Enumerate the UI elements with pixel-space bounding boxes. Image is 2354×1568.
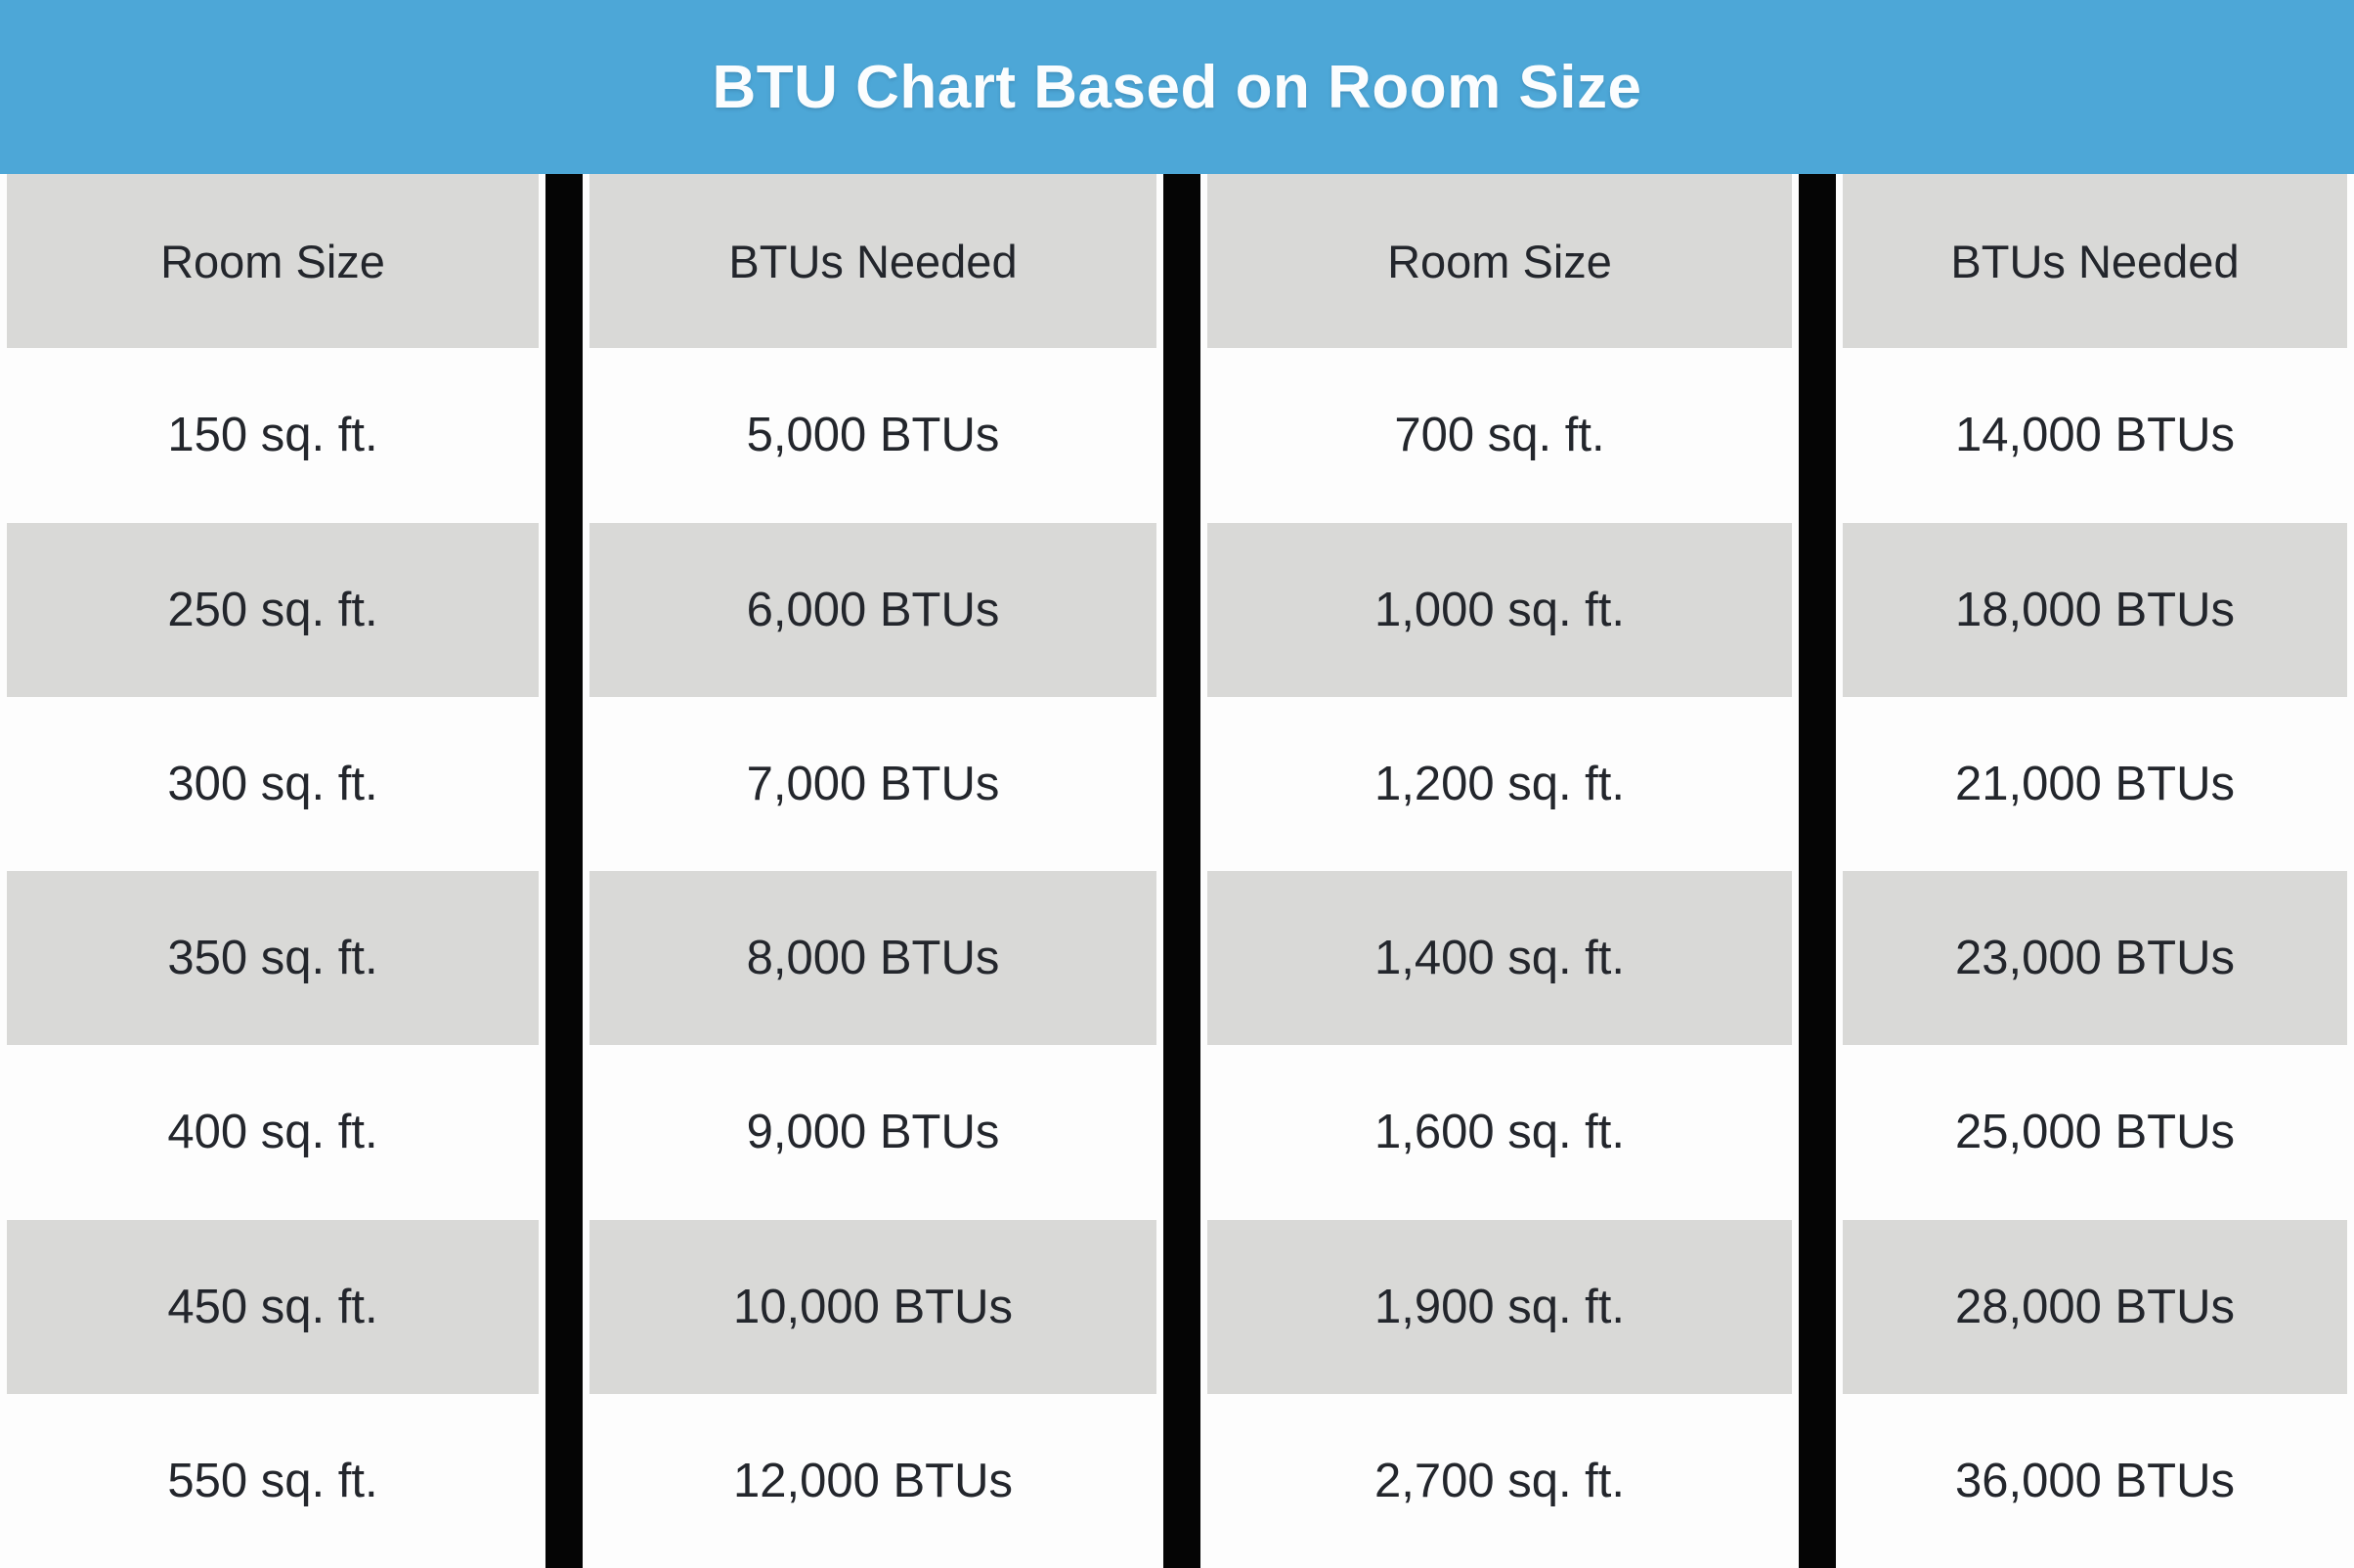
- page-title: BTU Chart Based on Room Size: [712, 53, 1642, 121]
- column-room-size-left: Room Size 150 sq. ft. 250 sq. ft. 300 sq…: [0, 174, 545, 1568]
- column-header: Room Size: [0, 174, 545, 349]
- column-header: BTUs Needed: [583, 174, 1163, 349]
- column-room-size-right: Room Size 700 sq. ft. 1,000 sq. ft. 1,20…: [1200, 174, 1799, 1568]
- table-cell: 6,000 BTUs: [583, 522, 1163, 697]
- table-cell: 1,900 sq. ft.: [1200, 1219, 1799, 1394]
- table-cell: 150 sq. ft.: [0, 348, 545, 523]
- table-cell: 400 sq. ft.: [0, 1045, 545, 1220]
- btu-table: Room Size 150 sq. ft. 250 sq. ft. 300 sq…: [0, 174, 2354, 1568]
- table-cell: 350 sq. ft.: [0, 871, 545, 1046]
- column-btus-needed-right: BTUs Needed 14,000 BTUs 18,000 BTUs 21,0…: [1836, 174, 2354, 1568]
- table-cell: 550 sq. ft.: [0, 1393, 545, 1568]
- vertical-divider-bar: [1799, 174, 1836, 1568]
- column-btus-needed-left: BTUs Needed 5,000 BTUs 6,000 BTUs 7,000 …: [583, 174, 1163, 1568]
- table-cell: 1,200 sq. ft.: [1200, 696, 1799, 871]
- table-cell: 250 sq. ft.: [0, 522, 545, 697]
- table-cell: 12,000 BTUs: [583, 1393, 1163, 1568]
- table-cell: 14,000 BTUs: [1836, 348, 2354, 523]
- table-cell: 1,600 sq. ft.: [1200, 1045, 1799, 1220]
- table-cell: 28,000 BTUs: [1836, 1219, 2354, 1394]
- table-cell: 8,000 BTUs: [583, 871, 1163, 1046]
- table-cell: 36,000 BTUs: [1836, 1393, 2354, 1568]
- table-cell: 5,000 BTUs: [583, 348, 1163, 523]
- table-cell: 18,000 BTUs: [1836, 522, 2354, 697]
- table-cell: 23,000 BTUs: [1836, 871, 2354, 1046]
- table-cell: 1,000 sq. ft.: [1200, 522, 1799, 697]
- column-header: BTUs Needed: [1836, 174, 2354, 349]
- vertical-divider-bar: [545, 174, 583, 1568]
- table-cell: 2,700 sq. ft.: [1200, 1393, 1799, 1568]
- table-cell: 21,000 BTUs: [1836, 696, 2354, 871]
- table-cell: 700 sq. ft.: [1200, 348, 1799, 523]
- table-cell: 300 sq. ft.: [0, 696, 545, 871]
- table-cell: 1,400 sq. ft.: [1200, 871, 1799, 1046]
- column-header: Room Size: [1200, 174, 1799, 349]
- table-cell: 25,000 BTUs: [1836, 1045, 2354, 1220]
- table-cell: 10,000 BTUs: [583, 1219, 1163, 1394]
- title-band: BTU Chart Based on Room Size: [0, 0, 2354, 174]
- table-cell: 450 sq. ft.: [0, 1219, 545, 1394]
- table-cell: 7,000 BTUs: [583, 696, 1163, 871]
- vertical-divider-bar: [1163, 174, 1200, 1568]
- table-cell: 9,000 BTUs: [583, 1045, 1163, 1220]
